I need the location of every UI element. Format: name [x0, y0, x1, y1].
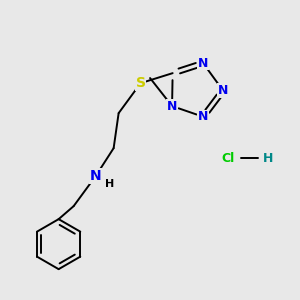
Text: Cl: Cl [221, 152, 235, 164]
Text: N: N [218, 84, 228, 97]
Text: H: H [105, 179, 114, 189]
Text: S: S [136, 76, 146, 90]
Text: N: N [198, 57, 208, 70]
Text: N: N [90, 169, 101, 183]
Text: N: N [167, 100, 177, 112]
Text: N: N [198, 110, 208, 123]
Text: H: H [263, 152, 273, 164]
